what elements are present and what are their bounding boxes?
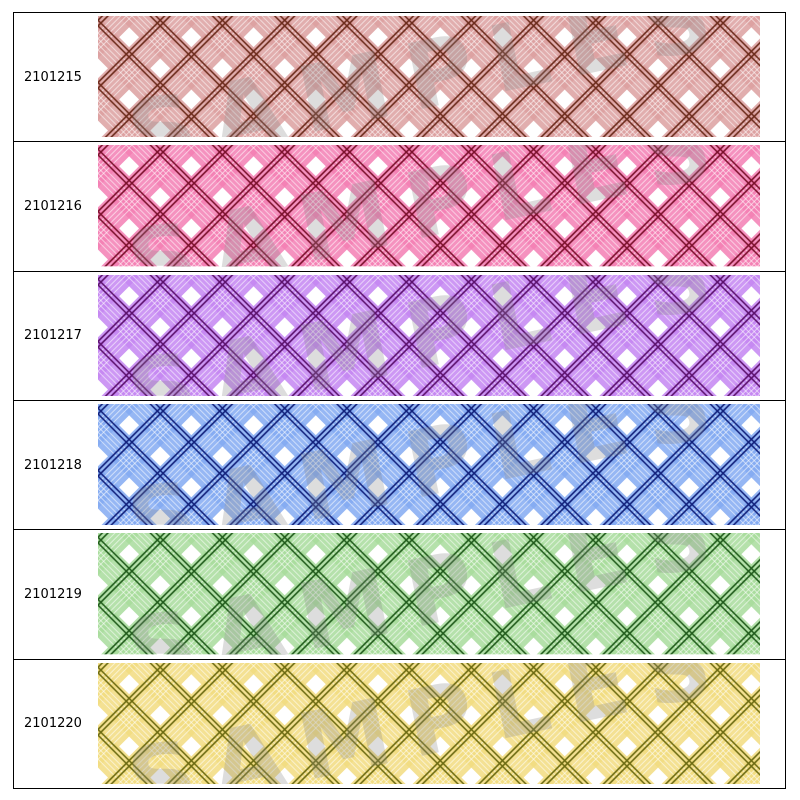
plaid <box>98 662 760 784</box>
product-table: 2101215 SAMPLES 2101216 SAMPLES 2101217 SAMPL… <box>13 12 786 789</box>
plaid <box>98 16 760 138</box>
table-row: 2101219 SAMPLES <box>13 529 786 660</box>
plaid <box>98 274 760 396</box>
plaid <box>98 145 760 267</box>
ribbon-swatch: SAMPLES <box>98 533 760 655</box>
ribbon-swatch: SAMPLES <box>98 662 760 784</box>
product-id: 2101220 <box>24 716 82 732</box>
ribbon-swatch: SAMPLES <box>98 274 760 396</box>
product-id: 2101219 <box>24 586 82 602</box>
ribbon-swatch: SAMPLES <box>98 404 760 526</box>
table-row: 2101216 SAMPLES <box>13 141 786 272</box>
table-row: 2101218 SAMPLES <box>13 400 786 531</box>
ribbon-swatch: SAMPLES <box>98 145 760 267</box>
plaid <box>98 404 760 526</box>
plaid <box>98 533 760 655</box>
product-id: 2101217 <box>24 328 82 344</box>
product-id: 2101215 <box>24 69 82 85</box>
table-row: 2101215 SAMPLES <box>13 12 786 143</box>
table-row: 2101217 SAMPLES <box>13 270 786 401</box>
product-id: 2101216 <box>24 198 82 214</box>
ribbon-swatch: SAMPLES <box>98 16 760 138</box>
product-id: 2101218 <box>24 457 82 473</box>
table-row: 2101220 SAMPLES <box>13 658 786 789</box>
